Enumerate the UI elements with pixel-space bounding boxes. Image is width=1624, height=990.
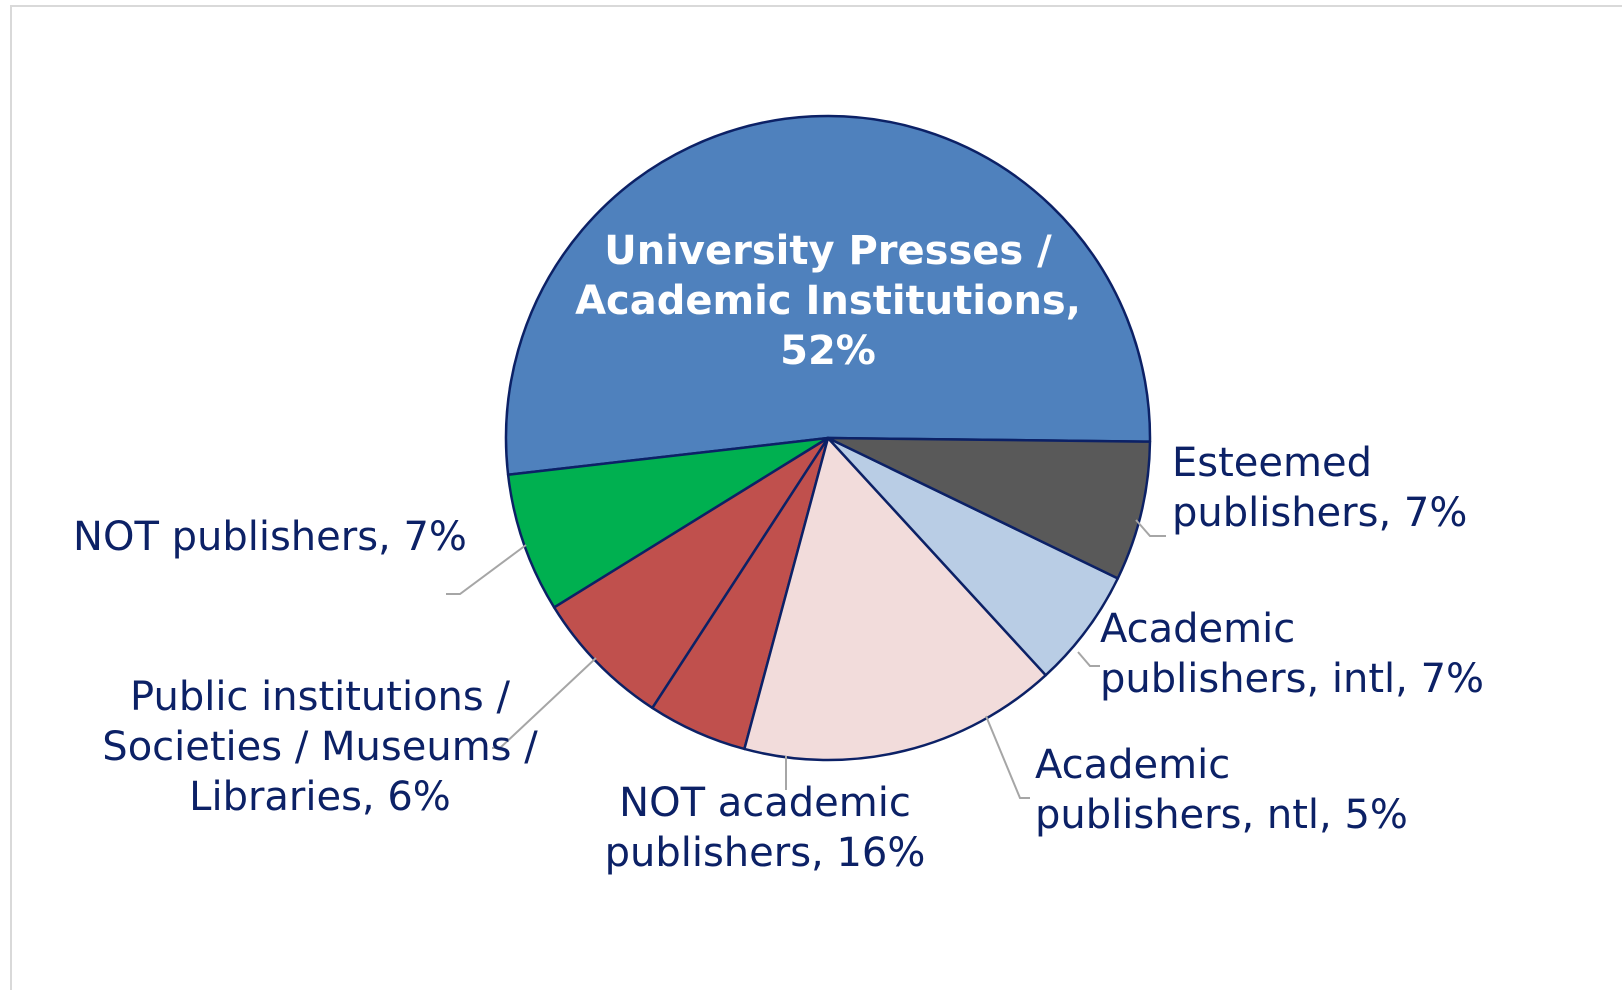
slice-label-public-institutions-societies-museums-libraries-6: Public institutions / Societies / Museums… (102, 674, 538, 820)
slice-label-line: Societies / Museums / (102, 724, 538, 770)
leader-line-public-institutions-societies-museums-libraries-6 (492, 657, 597, 749)
slice-label-line: University Presses / (604, 228, 1052, 274)
slice-label-line: Academic (1100, 606, 1295, 652)
leader-line-academic-publishers-ntl-5 (985, 715, 1030, 799)
slice-label-line: NOT academic (619, 780, 911, 826)
slice-label-line: Esteemed (1172, 440, 1372, 486)
slice-label-esteemed-publishers-7: Esteemed publishers, 7% (1172, 440, 1467, 536)
slice-label-line: Public institutions / (130, 674, 510, 720)
slice-label-line: publishers, 16% (605, 830, 926, 876)
slice-label-line: Academic Institutions, (575, 278, 1081, 324)
slice-label-line: publishers, ntl, 5% (1035, 792, 1408, 838)
pie-slice-esteemed-publishers-7 (506, 436, 830, 609)
leader-line-not-publishers-7 (446, 544, 527, 595)
pie-slice-academic-publishers-intl-7 (552, 436, 830, 710)
leader-line-esteemed-publishers-7 (1135, 519, 1166, 537)
slice-label-line: Libraries, 6% (189, 774, 451, 820)
pie-slice-university-presses-academic-institutions-52 (504, 114, 1152, 476)
pie-slice-not-publishers-7 (826, 436, 1152, 580)
leader-line-academic-publishers-intl-7 (1077, 651, 1100, 667)
pie-slice-public-institutions-societies-museums-libraries-6 (826, 436, 1120, 677)
slice-label-line: 52% (780, 328, 876, 374)
slice-label-not-publishers-7: NOT publishers, 7% (73, 514, 467, 560)
slice-label-line: NOT publishers, 7% (73, 514, 467, 560)
slice-label-line: Academic (1035, 742, 1230, 788)
slice-label-line: publishers, intl, 7% (1100, 656, 1484, 702)
slice-label-line: publishers, 7% (1172, 490, 1467, 536)
pie-slice-not-academic-publishers-16 (743, 436, 1047, 762)
slice-label-university-presses-academic-institutions-52: University Presses / Academic Institution… (575, 228, 1081, 374)
slice-label-academic-publishers-ntl-5: Academic publishers, ntl, 5% (1035, 742, 1408, 838)
slice-label-academic-publishers-intl-7: Academic publishers, intl, 7% (1100, 606, 1484, 702)
slice-label-not-academic-publishers-16: NOT academic publishers, 16% (605, 780, 926, 876)
